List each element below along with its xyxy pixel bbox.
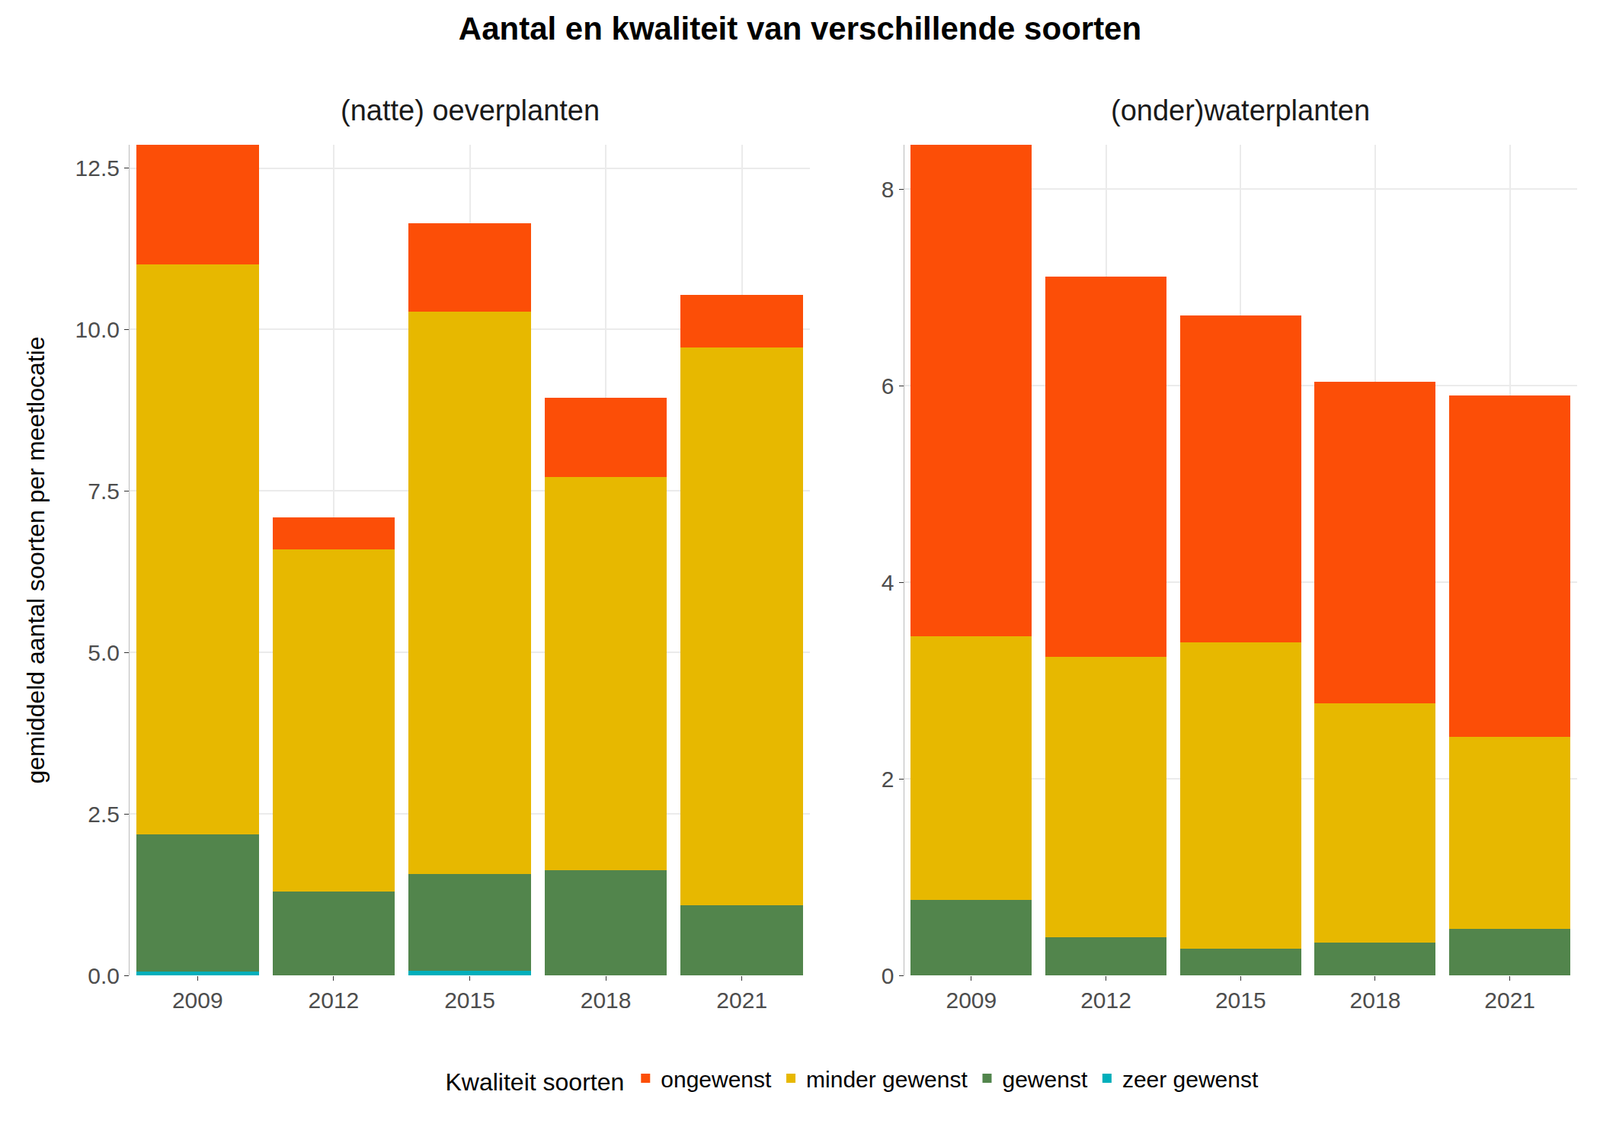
svg-text:2.5: 2.5 (87, 801, 120, 827)
svg-text:ongewenst: ongewenst (660, 1066, 772, 1092)
svg-text:6: 6 (881, 373, 895, 399)
svg-text:0: 0 (881, 963, 895, 989)
svg-text:5.0: 5.0 (87, 640, 120, 666)
svg-text:Kwaliteit soorten: Kwaliteit soorten (445, 1068, 625, 1096)
svg-text:2009: 2009 (172, 987, 224, 1013)
svg-text:gewenst: gewenst (1001, 1066, 1088, 1092)
svg-text:12.5: 12.5 (75, 155, 120, 181)
svg-text:8: 8 (881, 176, 895, 202)
svg-text:2009: 2009 (945, 987, 997, 1013)
svg-text:2021: 2021 (716, 987, 768, 1013)
svg-text:2021: 2021 (1484, 987, 1536, 1013)
svg-text:2015: 2015 (1215, 987, 1267, 1013)
svg-text:2: 2 (881, 766, 895, 792)
svg-text:zeer gewenst: zeer gewenst (1122, 1066, 1259, 1092)
svg-text:0.0: 0.0 (87, 963, 120, 989)
svg-text:4: 4 (881, 569, 895, 596)
svg-text:2012: 2012 (1080, 987, 1132, 1013)
svg-text:(onder)waterplanten: (onder)waterplanten (1110, 94, 1370, 127)
svg-text:minder gewenst: minder gewenst (806, 1066, 968, 1092)
svg-text:2012: 2012 (308, 987, 360, 1013)
svg-text:Aantal en kwaliteit van versch: Aantal en kwaliteit van verschillende so… (458, 10, 1142, 47)
svg-text:2018: 2018 (580, 987, 632, 1013)
svg-text:7.5: 7.5 (87, 478, 120, 504)
svg-text:(natte) oeverplanten: (natte) oeverplanten (340, 94, 600, 127)
svg-text:2018: 2018 (1350, 987, 1402, 1013)
svg-text:2015: 2015 (444, 987, 496, 1013)
svg-text:gemiddeld aantal soorten per m: gemiddeld aantal soorten per meetlocatie (22, 336, 50, 784)
svg-text:10.0: 10.0 (75, 316, 120, 343)
